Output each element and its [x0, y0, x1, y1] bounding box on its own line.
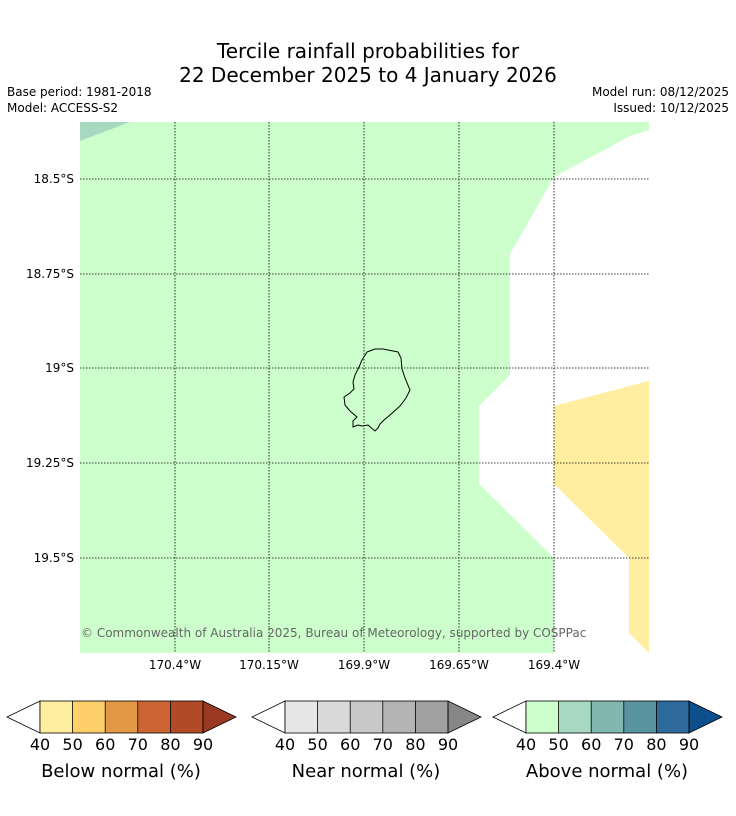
colorbar-below-segment-4	[137, 701, 171, 733]
lon-label-169-65: 169.65°W	[429, 658, 489, 672]
colorbar-below-segment-5	[170, 701, 203, 733]
colorbar-above-tick: 50	[548, 735, 569, 754]
colorbar-above-tick: 60	[581, 735, 602, 754]
colorbar-below-tick: 50	[62, 735, 83, 754]
colorbar-near-tick: 80	[405, 735, 426, 754]
model-run-text: Model run: 08/12/2025	[591, 85, 729, 99]
lon-label-169-9: 169.9°W	[337, 658, 391, 672]
colorbar-above-extend-low	[492, 700, 527, 734]
lat-label-18-5: 18.5°S	[33, 172, 74, 186]
colorbar-below-tick: 60	[95, 735, 116, 754]
colorbar-near-segment-3	[350, 701, 383, 733]
lat-label-18-75: 18.75°S	[26, 267, 74, 281]
base-period-text: Base period: 1981-2018	[7, 85, 152, 99]
colorbar-near-extend-high	[447, 700, 482, 734]
colorbar-above-tick: 80	[646, 735, 667, 754]
colorbar-above-extend-high	[688, 700, 723, 734]
colorbar-below-tick: 40	[29, 735, 51, 754]
colorbar-near-tick: 50	[307, 735, 328, 754]
colorbar-below-tick: 70	[127, 735, 148, 754]
colorbar-near-tick: 90	[437, 735, 459, 754]
colorbar-below-label: Below normal (%)	[41, 761, 201, 782]
colorbar-near-tick: 70	[372, 735, 393, 754]
model-text: Model: ACCESS-S2	[7, 101, 119, 115]
colorbar-below-extend-low	[6, 700, 41, 734]
colorbar-near-tick: 40	[274, 735, 296, 754]
lon-label-169-4: 169.4°W	[527, 658, 581, 672]
colorbar-above-segment-5	[656, 701, 689, 733]
colorbar-near-normal	[251, 700, 482, 734]
issued-text: Issued: 10/12/2025	[613, 101, 729, 115]
colorbar-near-extend-low	[251, 700, 286, 734]
lat-label-19-5: 19.5°S	[33, 551, 74, 565]
colorbar-above-tick: 40	[515, 735, 537, 754]
colorbar-above-segment-1	[526, 701, 559, 733]
lon-label-170-15: 170.15°W	[239, 658, 299, 672]
colorbar-below-segment-1	[40, 701, 73, 733]
colorbar-above-label: Above normal (%)	[525, 761, 689, 782]
chart-title-line-2: 22 December 2025 to 4 January 2026	[179, 63, 557, 87]
probability-map	[80, 122, 649, 653]
colorbar-below-segment-3	[105, 701, 138, 733]
colorbar-near-segment-5	[415, 701, 448, 733]
chart-title-line-1: Tercile rainfall probabilities for	[216, 39, 520, 63]
colorbar-near-label: Near normal (%)	[291, 761, 441, 782]
niue-island-coastline	[343, 348, 411, 432]
colorbar-near-segment-2	[317, 701, 351, 733]
colorbar-below-tick: 90	[192, 735, 214, 754]
lon-label-170-4: 170.4°W	[148, 658, 202, 672]
region-below-normal-40-50	[554, 381, 649, 653]
colorbar-below-tick: 80	[160, 735, 181, 754]
colorbar-above-segment-3	[591, 701, 624, 733]
colorbar-above-normal	[492, 700, 723, 734]
colorbar-below-extend-high	[202, 700, 237, 734]
copyright-notice: © Commonwealth of Australia 2025, Bureau…	[81, 626, 587, 640]
gridlines	[80, 122, 649, 653]
lat-label-19-25: 19.25°S	[26, 456, 74, 470]
colorbar-above-segment-4	[623, 701, 657, 733]
colorbar-above-tick: 90	[678, 735, 700, 754]
colorbar-near-segment-1	[285, 701, 318, 733]
lat-label-19: 19°S	[45, 361, 74, 375]
colorbar-below-normal	[6, 700, 237, 734]
colorbar-near-tick: 60	[340, 735, 361, 754]
region-above-normal-50-60	[80, 122, 130, 141]
colorbar-above-segment-2	[558, 701, 592, 733]
colorbar-above-tick: 70	[613, 735, 634, 754]
colorbar-below-segment-2	[72, 701, 106, 733]
colorbar-near-segment-4	[382, 701, 416, 733]
region-neutral	[479, 130, 649, 653]
